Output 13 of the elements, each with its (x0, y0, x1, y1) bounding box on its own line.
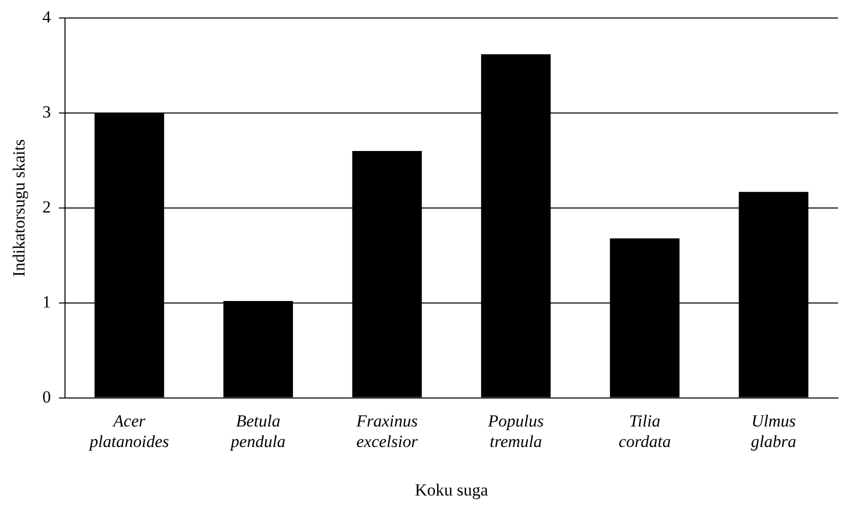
y-tick-label: 4 (42, 8, 52, 27)
y-tick-label: 2 (42, 197, 51, 216)
x-tick-label: Populus tremula (487, 411, 544, 451)
y-axis-title: Indikatorsugu skaits (10, 139, 29, 277)
x-tick-label: Fraxinus excelsior (355, 411, 418, 451)
x-tick-label: Ulmus glabra (750, 411, 796, 451)
x-tick-label: Tilia cordata (618, 411, 671, 451)
x-tick-label: Betula pendula (230, 411, 286, 451)
y-tick-label: 0 (42, 387, 51, 406)
y-tick-label: 1 (42, 292, 51, 312)
x-tick-label: Acer platanoides (88, 411, 170, 451)
y-tick-label: 3 (42, 102, 51, 122)
x-axis-title: Koku suga (414, 480, 488, 500)
